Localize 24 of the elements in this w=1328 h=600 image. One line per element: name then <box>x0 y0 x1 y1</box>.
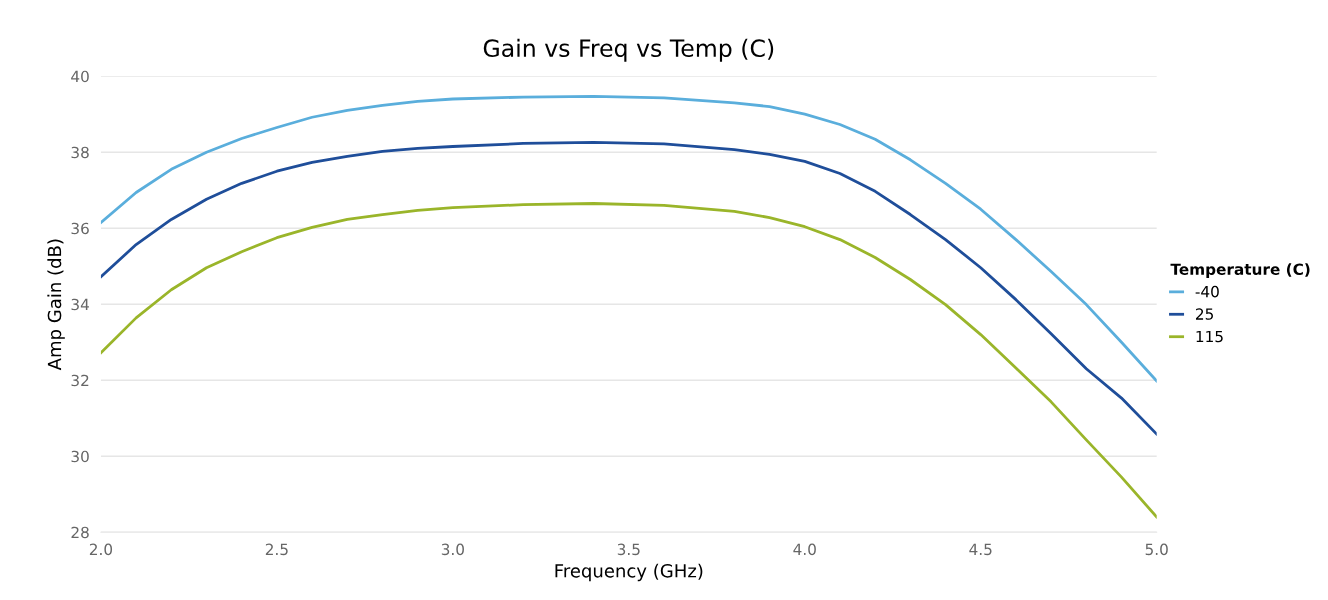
line-series <box>100 140 1157 436</box>
x-axis-title: Frequency (GHz) <box>555 563 703 582</box>
legend-title: Temperature (C) <box>1170 263 1310 278</box>
y-tick-label: 34 <box>71 298 89 311</box>
line-series <box>100 202 1157 519</box>
chart-title: Gain vs Freq vs Temp (C) <box>483 38 774 62</box>
y-tick-label: 28 <box>71 526 89 539</box>
y-axis-title: Amp Gain (dB) <box>47 239 65 371</box>
y-tick-label: 36 <box>71 222 89 235</box>
y-tick-label: 38 <box>71 146 89 159</box>
x-tick-label: 4.0 <box>793 543 816 556</box>
x-tick-label: 3.0 <box>441 543 464 556</box>
legend-label: 25 <box>1196 308 1213 320</box>
x-tick-label: 2.0 <box>89 543 113 556</box>
legend-label: 115 <box>1196 330 1223 343</box>
y-tick-label: 30 <box>71 450 89 463</box>
x-tick-label: 5.0 <box>1145 543 1168 556</box>
x-tick-label: 3.5 <box>617 543 640 556</box>
x-tick-label: 4.5 <box>969 543 992 556</box>
x-tick-label: 2.5 <box>265 543 288 556</box>
line-series <box>100 94 1157 383</box>
y-tick-label: 40 <box>71 70 89 83</box>
y-tick-label: 32 <box>71 374 89 387</box>
legend-label: -40 <box>1195 285 1219 298</box>
